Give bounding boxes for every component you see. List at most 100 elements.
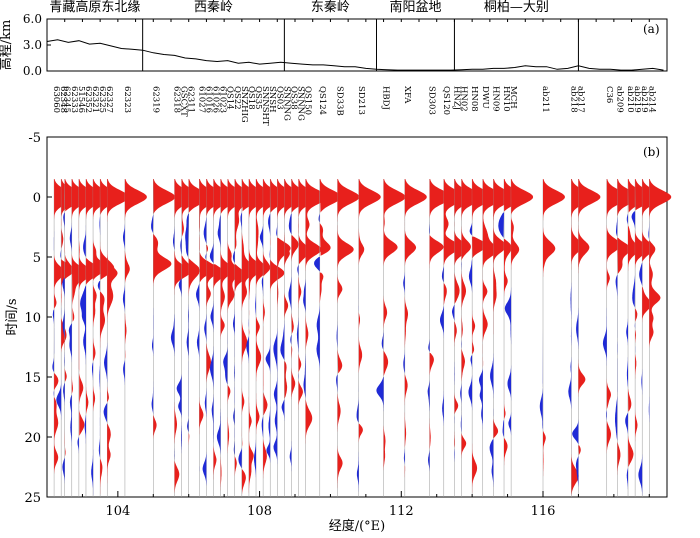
- elevation-axis-label: 高程/km: [0, 20, 14, 71]
- trace-negative-lobes: [314, 213, 320, 496]
- trace-negative-lobes: [376, 330, 384, 417]
- trace-positive-lobes: [100, 179, 123, 496]
- trace-negative-lobes: [209, 230, 214, 445]
- trace-positive-lobes: [461, 179, 484, 496]
- trace-positive-lobes: [319, 179, 342, 304]
- station-label: HN02: [459, 86, 469, 112]
- station-label: 61027: [196, 86, 206, 113]
- trace-positive-lobes: [305, 179, 328, 496]
- trace-negative-lobes: [238, 212, 242, 469]
- trace-negative-lobes: [246, 318, 249, 383]
- trace-positive-lobes: [404, 179, 427, 496]
- trace-negative-lobes: [336, 311, 338, 393]
- trace-negative-lobes: [296, 265, 299, 496]
- trace-positive-lobes: [578, 179, 601, 455]
- station-label: 62348: [58, 86, 68, 113]
- trace-negative-lobes: [615, 217, 618, 441]
- trace-positive-lobes: [78, 179, 101, 496]
- region-label: 东秦岭: [311, 0, 350, 15]
- panel-b-label: (b): [643, 145, 660, 159]
- time-axis-label: 时间/s: [5, 298, 20, 335]
- elevation-plot-frame: [46, 18, 668, 72]
- trace-positive-lobes: [256, 179, 278, 435]
- trace-positive-lobes: [174, 179, 197, 496]
- station-label: ab210: [625, 86, 635, 113]
- station-label: GSCXT: [179, 86, 189, 117]
- trace-positive-lobes: [220, 179, 243, 496]
- station-label: QS18: [246, 86, 256, 110]
- time-tick-label: -5: [28, 131, 41, 146]
- trace-negative-lobes: [280, 320, 285, 436]
- station-label: QS150: [303, 86, 313, 115]
- station-label: QS124: [317, 86, 327, 115]
- station-label: MCH: [508, 86, 518, 109]
- trace-negative-lobes: [625, 213, 628, 496]
- trace-negative-lobes: [196, 283, 200, 496]
- trace-negative-lobes: [602, 297, 607, 421]
- station-label: 62352: [83, 86, 93, 113]
- station-label: 51546: [76, 86, 86, 113]
- station-label: XFA: [402, 86, 412, 104]
- trace-negative-lobes: [452, 305, 455, 476]
- station-label: ab211: [540, 86, 550, 113]
- station-label: SNNNG: [281, 86, 291, 121]
- trace-negative-lobes: [288, 213, 292, 496]
- longitude-tick-label: 112: [389, 504, 414, 519]
- trace-negative-lobes: [273, 222, 278, 496]
- station-label: 61026: [211, 86, 221, 113]
- elevation-panel: 0.0 3.0 6.0 青藏高原东北缘 西秦岭 东秦岭 南阳盆地 桐柏—大别 (a) 高程/…: [0, 0, 668, 78]
- trace-positive-lobes: [429, 179, 452, 449]
- trace-negative-lobes: [254, 290, 256, 496]
- station-label: QS03: [274, 86, 284, 110]
- trace-positive-lobes: [199, 179, 222, 443]
- trace-negative-lobes: [572, 287, 579, 496]
- station-label: C36: [604, 86, 614, 103]
- trace-negative-lobes: [202, 217, 207, 496]
- region-label: 南阳盆地: [389, 0, 441, 15]
- station-label: HBDJ: [381, 86, 391, 110]
- station-label: ab214: [646, 86, 656, 113]
- trace-positive-lobes: [635, 179, 658, 496]
- trace-negative-lobes: [103, 331, 108, 423]
- station-label: SD33B: [335, 86, 345, 116]
- trace-negative-lobes: [427, 219, 430, 495]
- trace-positive-lobes: [642, 179, 665, 345]
- trace-positive-lobes: [493, 179, 516, 439]
- trace-negative-lobes: [185, 213, 189, 433]
- elevation-tick-label: 0.0: [23, 64, 42, 78]
- trace-positive-lobes: [270, 179, 293, 316]
- trace-positive-lobes: [511, 179, 534, 409]
- trace-positive-lobes: [337, 179, 360, 496]
- trace-negative-lobes: [638, 263, 643, 496]
- station-label: 62327: [104, 86, 114, 113]
- trace-positive-lobes: [234, 179, 257, 496]
- elevation-tick-label: 3.0: [23, 38, 42, 52]
- station-label: 62325: [97, 86, 107, 113]
- trace-negative-lobes: [259, 222, 264, 439]
- trace-positive-lobes: [86, 179, 108, 415]
- station-label: 63060: [51, 86, 61, 113]
- station-label: SD213: [356, 86, 366, 115]
- station-label: SNZHIG: [239, 86, 249, 123]
- station-label: ab217: [575, 86, 585, 113]
- station-label: 61023: [218, 86, 228, 113]
- trace-positive-lobes: [206, 179, 229, 386]
- station-label: QS22: [232, 86, 242, 110]
- region-label: 桐柏—大别: [484, 0, 549, 15]
- trace-positive-lobes: [54, 179, 77, 496]
- station-label: ab219: [639, 86, 649, 113]
- station-label: ab209: [614, 86, 624, 113]
- station-label: 62333: [69, 86, 79, 113]
- station-label: QS38: [288, 86, 298, 110]
- trace-negative-lobes: [232, 251, 235, 455]
- time-tick-label: 15: [24, 371, 41, 386]
- trace-positive-lobes: [284, 179, 307, 496]
- station-label: QS14: [225, 86, 235, 110]
- station-label: 62345: [62, 86, 72, 113]
- station-label: 62323: [122, 86, 132, 113]
- trace-negative-lobes: [440, 266, 444, 496]
- trace-negative-lobes: [52, 224, 55, 397]
- station-label: HN08: [469, 86, 479, 112]
- trace-positive-lobes: [504, 179, 526, 496]
- trace-positive-lobes: [291, 179, 314, 424]
